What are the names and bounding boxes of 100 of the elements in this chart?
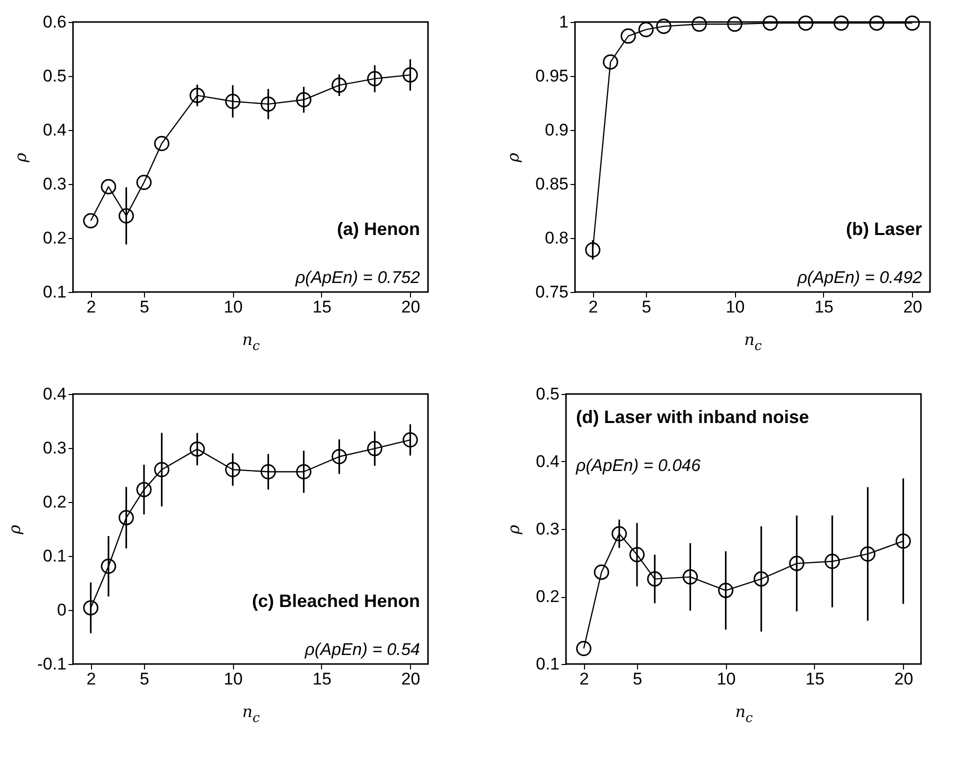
point [296, 464, 312, 480]
y-tick-label: 0.95 [535, 66, 568, 86]
point [100, 179, 116, 194]
y-tick-label: 0.1 [42, 546, 66, 566]
y-tick-label: 0.8 [544, 228, 568, 248]
y-tick-label: 1 [559, 12, 568, 32]
y-axis-title: ρ [10, 152, 30, 164]
y-axis-title: ρ [504, 524, 523, 536]
y-tick-label: 0.3 [42, 174, 66, 194]
point [136, 174, 152, 190]
y-tick-label: 0.1 [42, 282, 66, 302]
annotation: (b) Laser [846, 219, 922, 239]
point [860, 546, 876, 562]
point [727, 16, 742, 32]
point [869, 15, 884, 31]
x-tick-label: 15 [312, 298, 332, 316]
y-tick-label: 0.9 [544, 120, 568, 140]
point [367, 71, 382, 86]
y-tick-label: 0.3 [536, 520, 560, 538]
point [762, 15, 778, 31]
y-tick-label: 0.4 [42, 384, 66, 404]
annotation: (a) Henon [337, 219, 420, 239]
point [718, 582, 734, 598]
y-tick-label: 0.85 [535, 174, 568, 194]
point [692, 16, 707, 32]
y-tick-label: 0.2 [42, 228, 66, 248]
point [260, 96, 276, 112]
point [402, 432, 418, 448]
annotation: ρ(ApEn) = 0.046 [575, 456, 702, 475]
point [834, 15, 849, 31]
x-tick-label: 5 [140, 298, 150, 316]
point [154, 136, 170, 152]
point [225, 462, 240, 478]
point [154, 462, 170, 478]
y-tick-label: 0.3 [42, 438, 66, 458]
point [612, 526, 627, 542]
point [332, 449, 347, 464]
x-tick-label: 2 [86, 298, 96, 316]
y-tick-label: 0.6 [42, 12, 66, 32]
point [83, 600, 98, 616]
point [620, 28, 636, 44]
y-axis-title: ρ [5, 524, 24, 536]
x-tick-label: 5 [642, 298, 652, 316]
point [789, 556, 804, 572]
x-tick-label: 10 [224, 670, 243, 688]
point [896, 534, 911, 549]
y-tick-label: 0 [57, 600, 66, 620]
point [118, 208, 134, 224]
point [100, 558, 116, 574]
y-tick-label: 0.4 [536, 452, 560, 471]
point [367, 440, 382, 456]
point [402, 67, 418, 83]
annotation: ρ(ApEn) = 0.54 [304, 640, 420, 659]
x-tick-label: 20 [903, 298, 922, 316]
x-tick-label: 15 [312, 670, 332, 688]
y-tick-label: 0.5 [536, 384, 560, 404]
x-tick-label: 10 [224, 298, 243, 316]
point [296, 92, 312, 108]
point [136, 482, 152, 498]
y-tick-label: 0.1 [536, 654, 560, 674]
y-axis-title: ρ [503, 152, 522, 164]
point [602, 54, 618, 70]
x-tick-label: 2 [580, 670, 589, 688]
point [798, 15, 814, 31]
y-tick-label: 0.2 [536, 587, 560, 606]
point [629, 547, 645, 562]
y-tick-label: 0.75 [535, 282, 568, 302]
x-tick-label: 20 [401, 670, 420, 688]
point [754, 571, 769, 587]
point [824, 554, 840, 570]
point [332, 78, 347, 93]
x-tick-label: 15 [806, 670, 824, 688]
x-tick-label: 10 [716, 670, 736, 688]
x-tick-label: 2 [588, 298, 598, 316]
point [225, 94, 240, 110]
x-tick-label: 10 [726, 298, 745, 316]
x-tick-label: 5 [632, 670, 642, 688]
point [83, 213, 98, 228]
y-tick-label: 0.2 [42, 492, 66, 512]
point [190, 441, 205, 457]
x-tick-label: 5 [140, 670, 150, 688]
y-tick-label: -0.1 [37, 654, 66, 674]
point [576, 640, 592, 656]
annotation: ρ(ApEn) = 0.752 [294, 268, 421, 287]
point [118, 510, 134, 526]
annotation: ρ(ApEn) = 0.492 [796, 268, 923, 287]
x-tick-label: 20 [894, 670, 914, 688]
annotation: (c) Bleached Henon [252, 591, 420, 611]
point [594, 564, 610, 580]
point [190, 88, 205, 104]
x-tick-label: 2 [86, 670, 96, 688]
x-tick-label: 20 [401, 298, 420, 316]
point [260, 464, 276, 480]
x-tick-label: 15 [814, 298, 834, 316]
point [638, 22, 654, 38]
point [682, 569, 698, 585]
point [656, 18, 672, 34]
point [904, 15, 920, 31]
y-tick-label: 0.5 [42, 66, 66, 86]
annotation: (d) Laser with inband noise [576, 407, 810, 427]
